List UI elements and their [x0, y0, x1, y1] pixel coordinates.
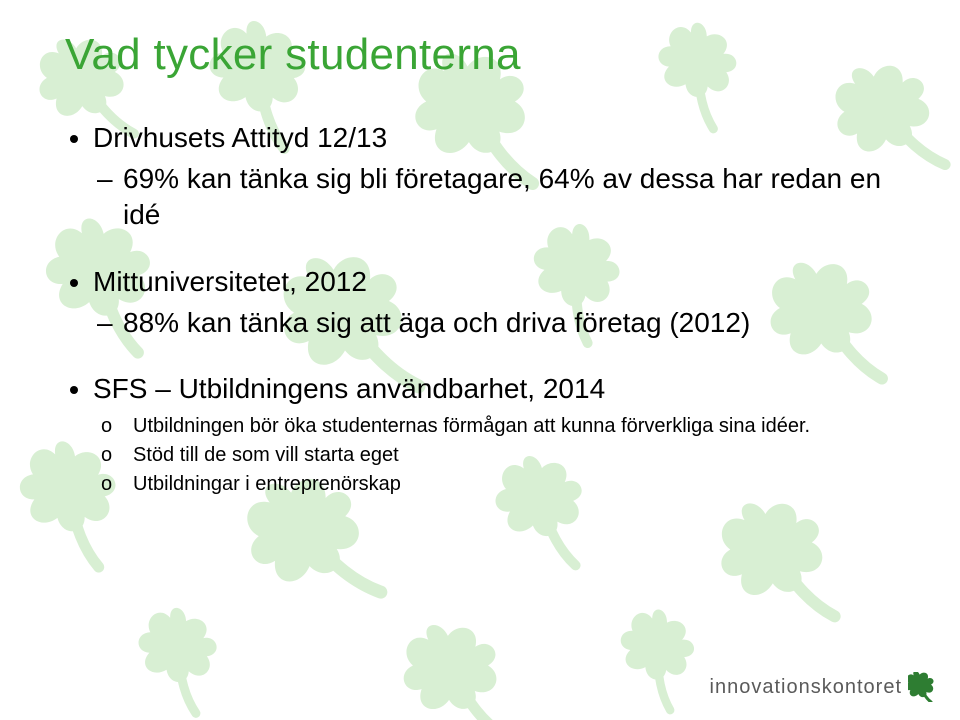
bullet-text: SFS – Utbildningens användbarhet, 2014	[93, 373, 605, 404]
slide-title: Vad tycker studenterna	[65, 30, 905, 80]
dash-item: 69% kan tänka sig bli företagare, 64% av…	[123, 161, 905, 234]
main-bullet-list: Drivhusets Attityd 12/13 69% kan tänka s…	[65, 120, 905, 499]
dash-sublist: 69% kan tänka sig bli företagare, 64% av…	[93, 161, 905, 234]
dash-item: 88% kan tänka sig att äga och driva före…	[123, 305, 905, 341]
slide-content: Vad tycker studenterna Drivhusets Attity…	[0, 0, 960, 720]
bullet-item: Mittuniversitetet, 2012 88% kan tänka si…	[93, 264, 905, 341]
circle-item: Stöd till de som vill starta eget	[133, 441, 905, 470]
circle-sublist: Utbildningen bör öka studenternas förmåg…	[93, 412, 905, 499]
bullet-text: Mittuniversitetet, 2012	[93, 266, 367, 297]
circle-item: Utbildningar i entreprenörskap	[133, 470, 905, 499]
dash-sublist: 88% kan tänka sig att äga och driva före…	[93, 305, 905, 341]
bullet-item: Drivhusets Attityd 12/13 69% kan tänka s…	[93, 120, 905, 234]
bullet-text: Drivhusets Attityd 12/13	[93, 122, 387, 153]
bullet-item: SFS – Utbildningens användbarhet, 2014 U…	[93, 371, 905, 499]
circle-item: Utbildningen bör öka studenternas förmåg…	[133, 412, 905, 441]
